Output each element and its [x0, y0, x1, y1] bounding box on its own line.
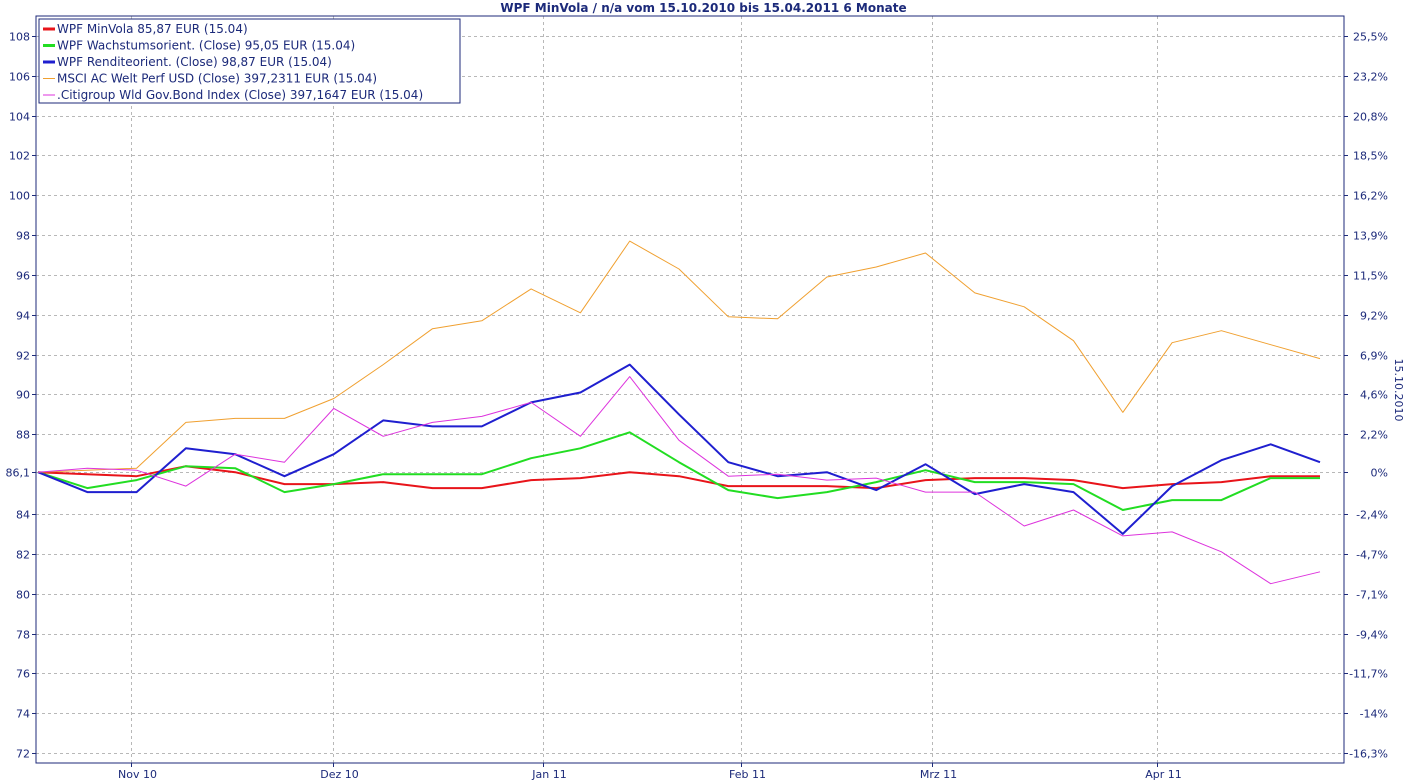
- y-right-tick-label: 20,8%: [1353, 111, 1388, 124]
- legend-entry: WPF MinVola 85,87 EUR (15.04): [57, 22, 248, 36]
- axes: 108 25,5% 106 23,2% 104 20,8% 102 18,5% 100 16,2%…: [6, 15, 1405, 781]
- y-left-tick-label: 84: [16, 509, 30, 522]
- series-line-2: [37, 431, 1320, 511]
- y-right-tick-label: 25,5%: [1353, 31, 1388, 44]
- y-right-tick-label: 18,5%: [1353, 150, 1388, 163]
- y-right-tick-label: -11,7%: [1349, 668, 1388, 681]
- series-line-1: [37, 465, 1320, 490]
- y-left-tick-label: 78: [16, 629, 30, 642]
- legend-box: [38, 18, 461, 104]
- y-right-tick-label: 9,2%: [1360, 310, 1388, 323]
- y-left-tick-label: 98: [16, 230, 30, 243]
- y-right-tick-label: -4,7%: [1356, 549, 1388, 562]
- x-tick-label: Apr 11: [1145, 768, 1182, 781]
- y-left-tick-label: 82: [16, 549, 30, 562]
- y-right-tick-label: 6,9%: [1360, 350, 1388, 363]
- y-right-tick-label: 23,2%: [1353, 71, 1388, 84]
- x-tick-label: Jan 11: [531, 768, 566, 781]
- y-left-tick-label: 96: [16, 270, 30, 283]
- y-right-tick-label: 4,6%: [1360, 389, 1388, 402]
- legend: WPF MinVola 85,87 EUR (15.04) WPF Wachstu…: [38, 18, 461, 104]
- legend-entry: .Citigroup Wld Gov.Bond Index (Close) 39…: [57, 88, 423, 102]
- right-axis-label: 15.10.2010: [1392, 359, 1405, 422]
- y-left-tick-label: 92: [16, 350, 30, 363]
- y-left-tick-label: 80: [16, 589, 30, 602]
- y-left-tick-label: 102: [9, 150, 30, 163]
- legend-entry: WPF Renditeorient. (Close) 98,87 EUR (15…: [57, 55, 332, 69]
- y-right-tick-label: -9,4%: [1356, 629, 1388, 642]
- y-left-tick-label: 100: [9, 190, 30, 203]
- y-left-tick-label: 72: [16, 748, 30, 761]
- plot-frame: [35, 15, 1345, 764]
- y-left-tick-label: 86,1: [6, 467, 31, 480]
- legend-entry: WPF Wachstumsorient. (Close) 95,05 EUR (…: [57, 39, 355, 53]
- series-line-5: [37, 376, 1321, 585]
- series-lines: [37, 240, 1321, 585]
- x-tick-label: Feb 11: [729, 768, 766, 781]
- y-right-tick-label: 11,5%: [1353, 270, 1388, 283]
- y-left-tick-label: 76: [16, 668, 30, 681]
- y-right-tick-label: -16,3%: [1349, 748, 1388, 761]
- y-right-tick-label: 16,2%: [1353, 190, 1388, 203]
- y-left-tick-label: 74: [16, 708, 30, 721]
- x-tick-label: Dez 10: [320, 768, 359, 781]
- y-left-tick-label: 108: [9, 31, 30, 44]
- y-right-tick-label: -2,4%: [1356, 509, 1388, 522]
- y-left-tick-label: 104: [9, 111, 30, 124]
- y-right-tick-label: -14%: [1360, 708, 1388, 721]
- x-tick-label: Mrz 11: [920, 768, 957, 781]
- y-right-tick-label: 13,9%: [1353, 230, 1388, 243]
- y-right-tick-label: 2,2%: [1360, 429, 1388, 442]
- series-line-3: [37, 363, 1321, 535]
- grid-lines: [36, 16, 1344, 763]
- y-left-tick-label: 106: [9, 71, 30, 84]
- y-left-tick-label: 90: [16, 389, 30, 402]
- y-left-tick-label: 94: [16, 310, 30, 323]
- y-right-tick-label: 0%: [1371, 467, 1388, 480]
- series-line-4: [37, 240, 1321, 473]
- x-tick-label: Nov 10: [118, 768, 157, 781]
- legend-entry: MSCI AC Welt Perf USD (Close) 397,2311 E…: [57, 72, 377, 86]
- y-left-tick-label: 88: [16, 429, 30, 442]
- chart-title: WPF MinVola / n/a vom 15.10.2010 bis 15.…: [500, 1, 907, 15]
- y-right-tick-label: -7,1%: [1356, 589, 1388, 602]
